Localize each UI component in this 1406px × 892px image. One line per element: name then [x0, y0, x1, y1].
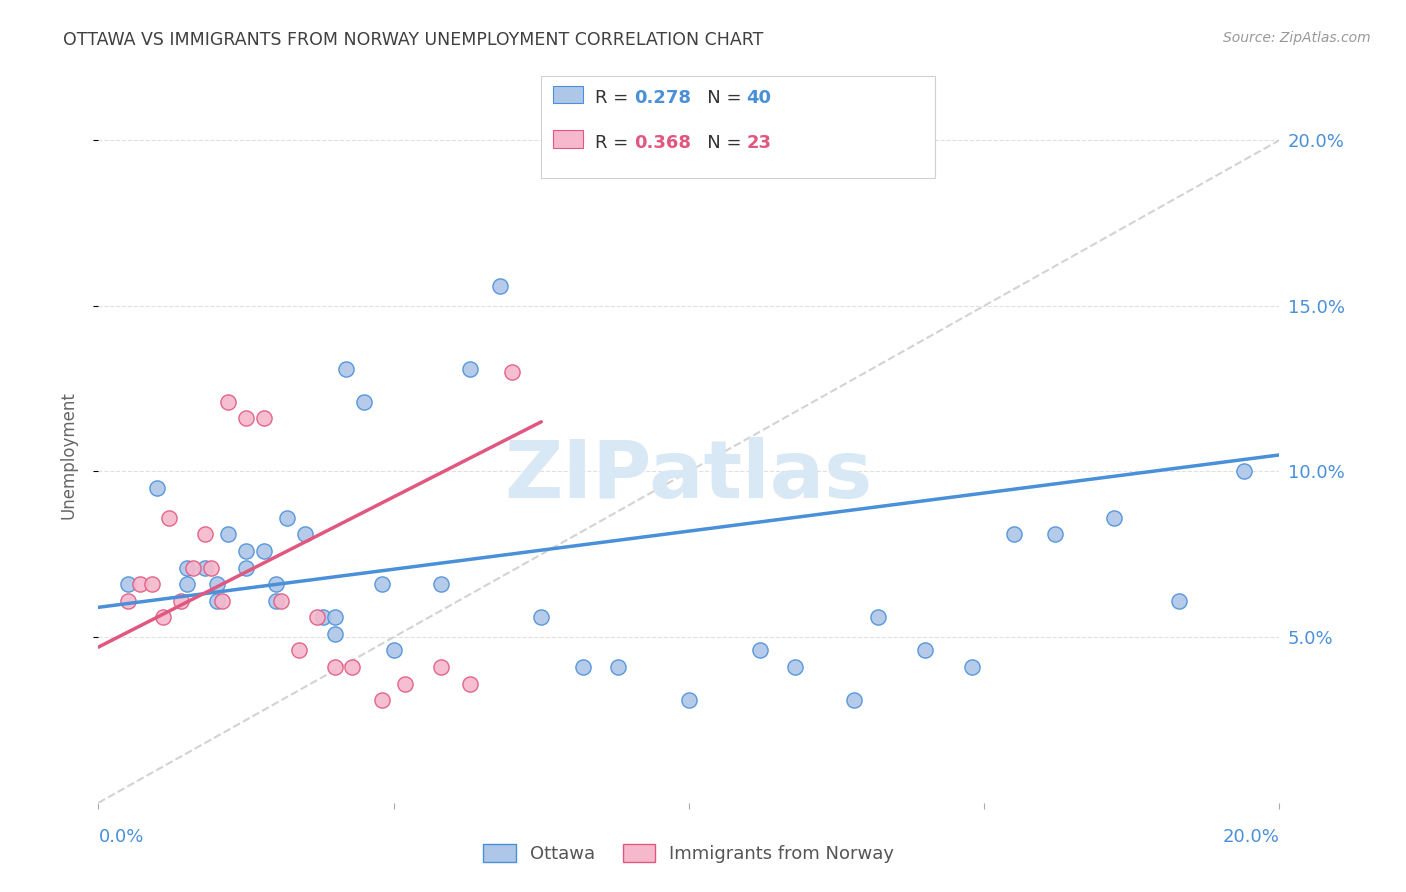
Point [323, 660, 346, 674]
Point [264, 593, 287, 607]
Point [394, 676, 416, 690]
Point [194, 560, 217, 574]
Point [530, 610, 553, 624]
Point [235, 544, 257, 558]
Point [270, 593, 292, 607]
Point [276, 511, 298, 525]
Text: Source: ZipAtlas.com: Source: ZipAtlas.com [1223, 31, 1371, 45]
Point [785, 660, 807, 674]
Point [194, 527, 217, 541]
Point [176, 560, 198, 574]
Text: OTTAWA VS IMMIGRANTS FROM NORWAY UNEMPLOYMENT CORRELATION CHART: OTTAWA VS IMMIGRANTS FROM NORWAY UNEMPLO… [63, 31, 763, 49]
Point [170, 593, 193, 607]
Point [371, 693, 394, 707]
Point [253, 544, 276, 558]
Point [288, 643, 311, 657]
Point [501, 365, 523, 379]
Text: ZIPatlas: ZIPatlas [505, 437, 873, 515]
Point [253, 411, 276, 425]
Point [866, 610, 889, 624]
Point [571, 660, 593, 674]
Point [264, 577, 287, 591]
Text: 40: 40 [747, 89, 772, 107]
Point [235, 560, 257, 574]
Point [342, 660, 364, 674]
Point [460, 676, 482, 690]
Point [152, 610, 174, 624]
Point [157, 511, 180, 525]
Point [1233, 465, 1256, 479]
Point [312, 610, 335, 624]
Point [128, 577, 150, 591]
Point [141, 577, 163, 591]
Point [217, 395, 239, 409]
Point [200, 560, 222, 574]
Point [205, 577, 228, 591]
Point [430, 577, 453, 591]
Point [353, 395, 375, 409]
Point [914, 643, 936, 657]
Point [1043, 527, 1066, 541]
Point [335, 361, 357, 376]
Text: R =: R = [595, 134, 634, 152]
Legend: Ottawa, Immigrants from Norway: Ottawa, Immigrants from Norway [477, 837, 901, 871]
Text: 0.278: 0.278 [634, 89, 692, 107]
Point [181, 560, 204, 574]
Point [607, 660, 630, 674]
Text: N =: N = [690, 89, 748, 107]
Point [678, 693, 700, 707]
Point [1102, 511, 1125, 525]
Point [371, 577, 394, 591]
Text: R =: R = [595, 89, 634, 107]
Point [382, 643, 405, 657]
Point [211, 593, 233, 607]
Point [176, 577, 198, 591]
Point [205, 593, 228, 607]
Text: 23: 23 [747, 134, 772, 152]
Text: N =: N = [690, 134, 748, 152]
Point [117, 593, 139, 607]
Point [294, 527, 316, 541]
Point [217, 527, 239, 541]
Point [962, 660, 984, 674]
Point [489, 279, 512, 293]
Point [748, 643, 770, 657]
Text: 0.0%: 0.0% [98, 828, 143, 846]
Y-axis label: Unemployment: Unemployment [59, 391, 77, 519]
Text: 0.368: 0.368 [634, 134, 692, 152]
Point [1002, 527, 1025, 541]
Point [146, 481, 169, 495]
Point [235, 411, 257, 425]
Point [430, 660, 453, 674]
Point [305, 610, 328, 624]
Text: 20.0%: 20.0% [1223, 828, 1279, 846]
Point [117, 577, 139, 591]
Point [323, 610, 346, 624]
Point [844, 693, 866, 707]
Point [323, 627, 346, 641]
Point [1168, 593, 1191, 607]
Point [460, 361, 482, 376]
